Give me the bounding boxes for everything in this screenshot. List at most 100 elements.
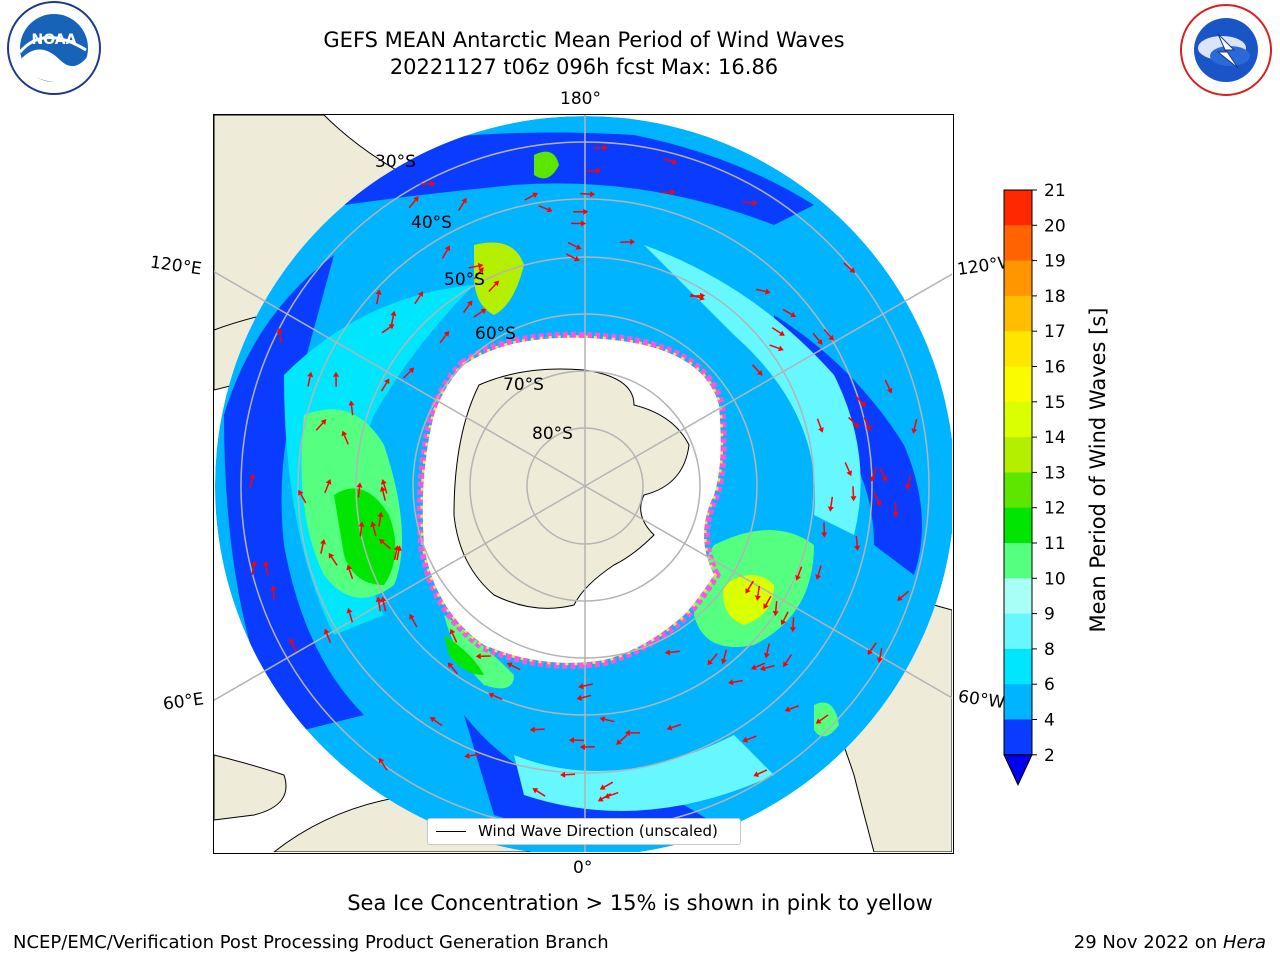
- arrow-head: [850, 496, 857, 502]
- arrow-head: [477, 262, 484, 269]
- wave-direction-arrow: [328, 552, 338, 566]
- arrow-head: [846, 470, 852, 477]
- wave-direction-arrow: [815, 565, 822, 580]
- arrow-head: [475, 653, 481, 660]
- arrow-head: [379, 538, 385, 545]
- arrow-shaft: [766, 643, 770, 654]
- wave-direction-arrow: [624, 729, 640, 736]
- colorbar-tick-label: 16: [1044, 358, 1066, 378]
- wave-direction-arrow: [439, 330, 450, 344]
- wave-direction-arrow: [370, 521, 377, 537]
- wave-direction-arrow: [772, 601, 779, 617]
- arrow-head: [325, 478, 332, 485]
- arrow-shaft: [524, 194, 534, 201]
- wave-direction-arrow: [884, 379, 893, 394]
- wave-direction-arrow: [892, 502, 899, 518]
- arrow-head: [867, 649, 873, 656]
- arrow-shaft: [879, 648, 883, 659]
- lat-label-50s: 50°S: [444, 270, 485, 290]
- wave-direction-arrow: [750, 662, 766, 670]
- arrow-head: [596, 167, 602, 174]
- arrow-head: [358, 521, 365, 527]
- arrow-shaft: [381, 326, 391, 334]
- arrow-head: [388, 324, 395, 330]
- lat-label-40s: 40°S: [411, 213, 452, 233]
- lon-label-180: 180°: [560, 89, 601, 109]
- wave-direction-arrow: [782, 308, 797, 318]
- arrow-shaft: [450, 665, 458, 675]
- arrow-head: [276, 327, 283, 334]
- arrow-shaft: [325, 632, 332, 643]
- wave-direction-arrow: [414, 291, 424, 305]
- wave-direction-arrow: [567, 241, 582, 250]
- wave-direction-arrow: [380, 378, 390, 392]
- arrow-shaft: [751, 364, 760, 373]
- wave-direction-arrow: [728, 679, 743, 686]
- wave-direction-arrow: [664, 649, 680, 656]
- arrow-head: [828, 334, 834, 341]
- arrow-shaft: [723, 649, 728, 660]
- arrow-shaft: [819, 714, 829, 722]
- lon-label-0: 0°: [573, 858, 593, 878]
- nws-logo-icon: [1172, 0, 1280, 108]
- arrow-head: [390, 310, 397, 317]
- wave-direction-arrow: [843, 262, 856, 273]
- wave-direction-arrow: [763, 595, 772, 610]
- arrow-head: [417, 291, 424, 298]
- legend-line-swatch: [436, 831, 466, 832]
- wave-direction-arrow: [429, 716, 443, 727]
- wave-direction-arrow: [249, 473, 255, 489]
- arrow-shaft: [390, 315, 395, 326]
- arrow-head: [853, 422, 860, 428]
- wave-direction-arrow: [783, 654, 792, 668]
- arrow-shaft: [710, 653, 718, 662]
- arrow-head: [581, 220, 587, 227]
- arrow-shaft: [468, 265, 479, 269]
- arrow-shaft: [843, 262, 852, 271]
- arrow-shaft: [372, 526, 377, 537]
- wave-region-10: [444, 635, 484, 675]
- arrow-head: [493, 280, 500, 287]
- arrow-head: [578, 683, 584, 690]
- wave-region-8: [334, 488, 396, 585]
- arrow-shaft: [765, 595, 772, 606]
- arrow-head: [624, 729, 630, 736]
- arrow-shaft: [433, 719, 443, 727]
- wave-direction-arrow: [579, 744, 595, 751]
- arrow-shaft: [884, 379, 891, 390]
- arrow-head: [772, 610, 779, 617]
- colorbar-tick-label: 2: [1044, 746, 1055, 766]
- arrow-shaft: [300, 493, 307, 504]
- wind-wave-arrows: [249, 144, 918, 802]
- arrow-head: [576, 694, 583, 701]
- arrow-shaft: [782, 308, 793, 316]
- wave-direction-arrow: [506, 662, 521, 671]
- arrow-head: [790, 311, 797, 318]
- wave-direction-arrow: [599, 716, 615, 723]
- arrow-head: [429, 716, 436, 723]
- colorbar-tick-label: 11: [1044, 534, 1066, 554]
- landmass-2: [214, 754, 287, 821]
- arrow-head: [370, 521, 377, 527]
- arrow-shaft: [742, 201, 753, 204]
- arrow-shaft: [534, 728, 545, 731]
- arrow-head: [753, 771, 760, 777]
- graticule: [214, 115, 952, 852]
- arrow-shaft: [747, 580, 755, 590]
- arrow-head: [750, 664, 757, 670]
- colorbar-segment: [1004, 648, 1032, 685]
- wave-direction-arrow: [666, 723, 682, 731]
- arrow-shaft: [343, 434, 349, 445]
- wave-direction-arrow: [571, 220, 587, 227]
- chart-title: GEFS MEAN Antarctic Mean Period of Wind …: [323, 28, 845, 52]
- arrow-shaft: [396, 550, 400, 561]
- wave-direction-arrow: [780, 611, 789, 626]
- arrow-shaft: [757, 585, 761, 596]
- wave-region-9: [444, 615, 514, 689]
- arrow-shaft: [348, 612, 354, 623]
- footer-date: 29 Nov 2022 on Hera: [1074, 932, 1266, 953]
- wave-direction-arrow: [380, 596, 387, 612]
- arrow-head: [447, 662, 454, 669]
- wave-direction-arrow: [879, 467, 888, 482]
- lon-label-60e: 60°E: [161, 689, 206, 715]
